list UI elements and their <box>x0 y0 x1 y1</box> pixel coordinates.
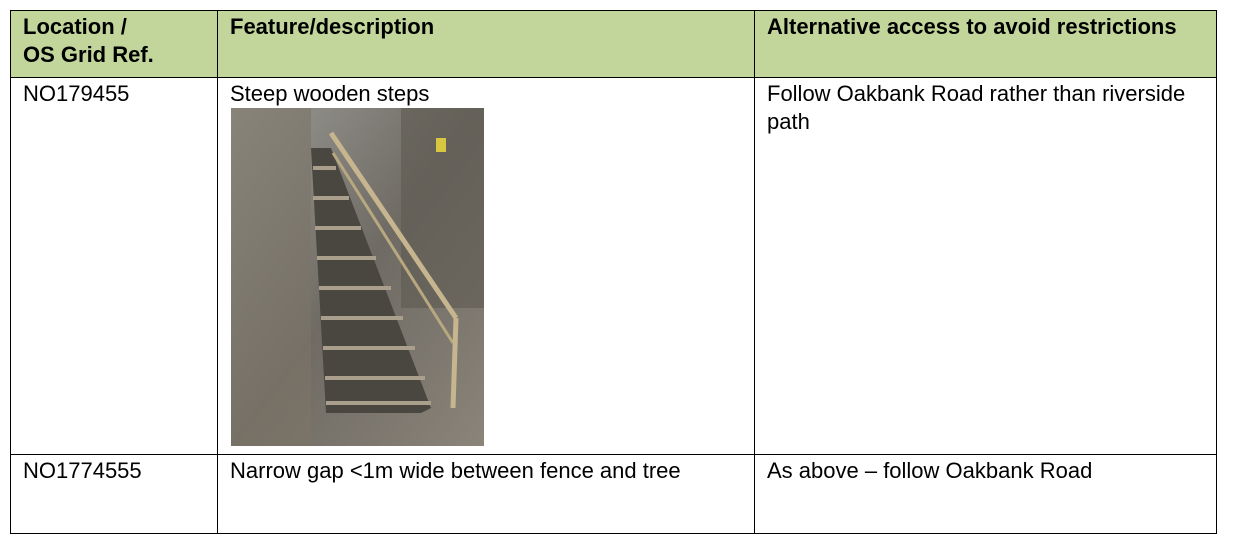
photo <box>231 108 484 446</box>
cell-text: As above – follow Oakbank Road <box>767 458 1093 483</box>
cell: NO179455 <box>10 77 218 455</box>
cell-text: NO1774555 <box>23 458 142 483</box>
header-cell: Feature/description <box>217 10 755 78</box>
cell: Narrow gap <1m wide between fence and tr… <box>217 454 755 534</box>
cell-text: Follow Oakbank Road rather than riversid… <box>767 81 1186 134</box>
page: Location / OS Grid Ref. Feature/descript… <box>10 10 1217 534</box>
cell: Steep wooden steps <box>217 77 755 455</box>
cell-text: Steep wooden steps <box>230 81 430 106</box>
cell-text: NO179455 <box>23 81 130 106</box>
cell: NO1774555 <box>10 454 218 534</box>
cell: As above – follow Oakbank Road <box>754 454 1217 534</box>
header-cell: Location / OS Grid Ref. <box>10 10 218 78</box>
header-cell: Alternative access to avoid restrictions <box>754 10 1217 78</box>
header-text: Alternative access to avoid restrictions <box>767 14 1177 39</box>
cell-text: Narrow gap <1m wide between fence and tr… <box>230 458 681 483</box>
header-text: Feature/description <box>230 14 435 39</box>
header-text: Location / OS Grid Ref. <box>23 14 154 67</box>
cell: Follow Oakbank Road rather than riversid… <box>754 77 1217 455</box>
